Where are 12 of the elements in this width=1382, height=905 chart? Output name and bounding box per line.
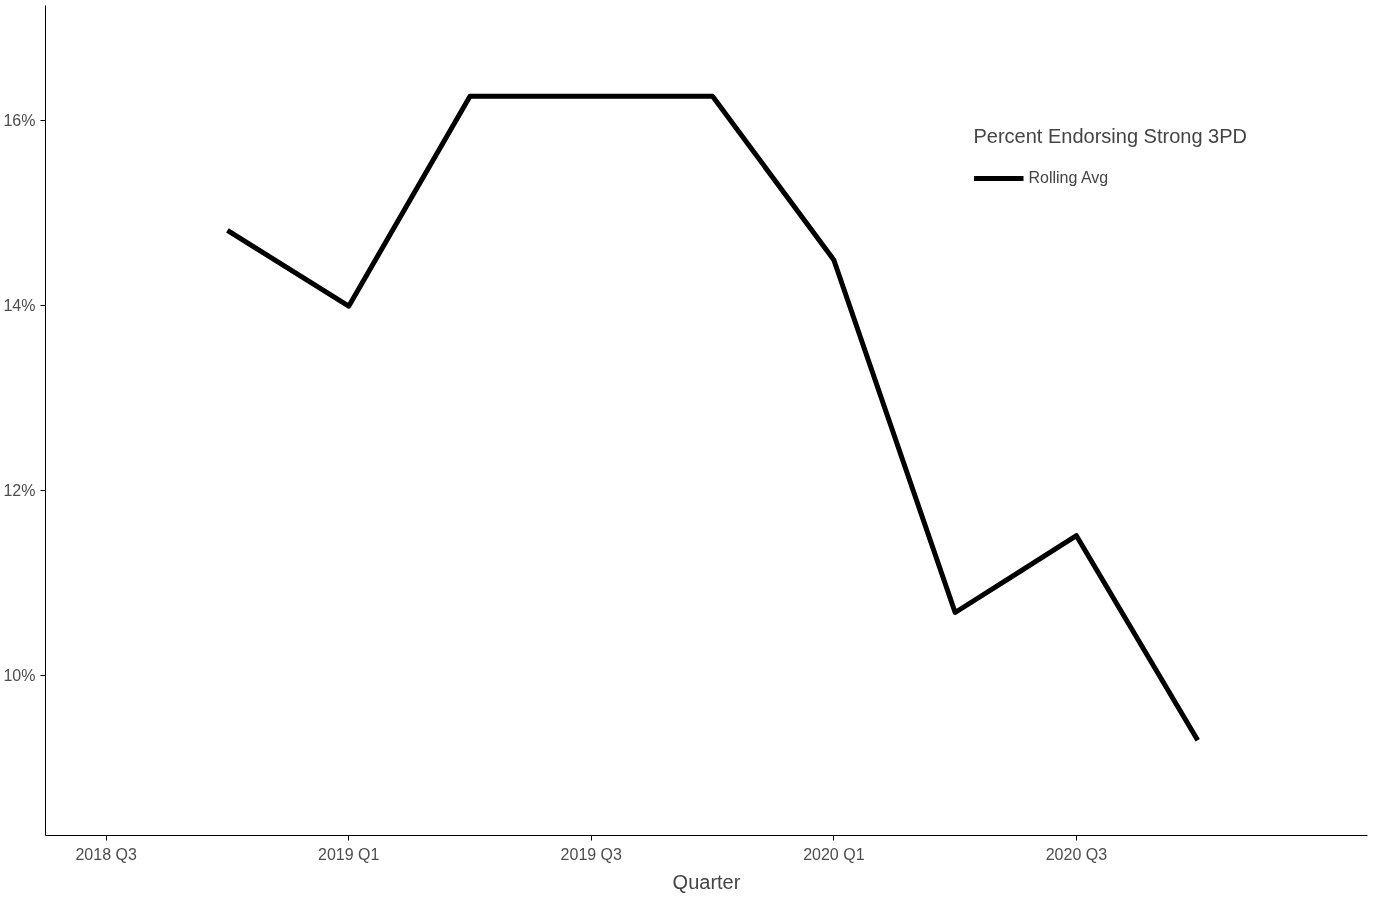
- y-tick-label: 10%: [3, 666, 36, 684]
- x-tick-label: 2019 Q3: [560, 845, 623, 863]
- legend-label: Rolling Avg: [1028, 169, 1109, 187]
- legend-title: Percent Endorsing Strong 3PD: [973, 125, 1247, 148]
- y-tick-label: 16%: [3, 111, 36, 129]
- x-tick-label: 2018 Q3: [75, 845, 137, 863]
- x-tick-label: 2020 Q3: [1045, 845, 1108, 863]
- x-tick-label: 2019 Q1: [318, 845, 380, 863]
- x-axis-title: Quarter: [672, 870, 741, 893]
- y-tick-label: 14%: [3, 296, 36, 314]
- x-tick-label: 2020 Q1: [803, 845, 865, 863]
- y-tick-label: 12%: [3, 481, 36, 499]
